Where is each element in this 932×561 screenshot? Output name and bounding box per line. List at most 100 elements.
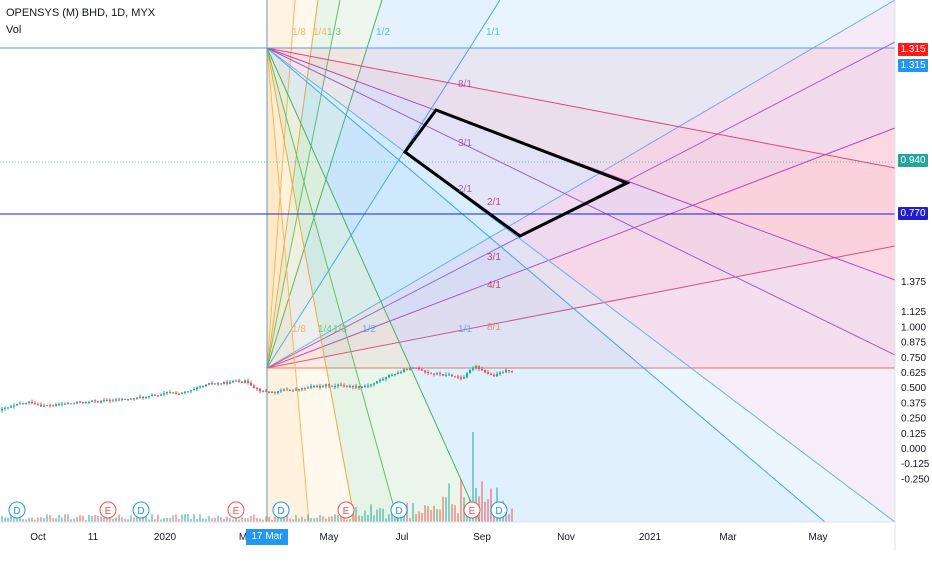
volume-bar — [64, 514, 66, 522]
volume-bar — [430, 510, 432, 522]
volume-bar — [184, 514, 186, 522]
rectangle-drawing[interactable] — [402, 108, 631, 238]
candle-body — [376, 381, 378, 384]
candle-body — [106, 399, 108, 401]
price-tick-label: 0.000 — [901, 444, 926, 455]
earnings-marker[interactable] — [227, 501, 245, 519]
volume-bar — [379, 507, 381, 522]
price-label-last: 0.940 — [898, 154, 928, 167]
price-tick-label: 1.375 — [901, 277, 926, 288]
volume-bar — [310, 518, 312, 522]
gann-fan-drawing[interactable] — [266, 0, 895, 522]
price-label-horizontal-line: 0.770 — [898, 207, 928, 220]
gann-fan-down-line — [266, 47, 356, 522]
volume-bar — [163, 518, 165, 522]
volume-bar — [307, 514, 309, 522]
volume-bar — [472, 432, 474, 522]
candle-body — [454, 376, 456, 378]
volume-bar — [19, 518, 21, 522]
gann-fan-up-sector — [267, 246, 895, 368]
earnings-marker[interactable] — [99, 501, 117, 519]
dividend-marker[interactable] — [8, 501, 26, 519]
candle-body — [379, 379, 381, 382]
fan-label-upper: 1/4 — [313, 27, 327, 38]
volume-bar — [391, 510, 393, 522]
candle-body — [55, 404, 57, 406]
candle-body — [457, 376, 459, 378]
time-axis[interactable]: Oct 11 2020 M May Jul Sep Nov 2021 Mar May — [30, 532, 827, 543]
dividend-marker[interactable] — [490, 501, 508, 519]
candle-body — [448, 374, 450, 376]
volume-bar — [127, 519, 129, 522]
volume-bar — [4, 517, 6, 522]
candle-body — [499, 372, 501, 375]
dividend-marker[interactable] — [272, 501, 290, 519]
event-marker-letter: E — [233, 506, 240, 517]
candle-body — [382, 379, 384, 381]
candle-body — [466, 373, 468, 378]
candle-body — [103, 399, 105, 402]
candle-body — [475, 366, 477, 369]
price-tick-label: 0.625 — [901, 368, 926, 379]
volume-bar — [352, 508, 354, 522]
candle-body — [310, 386, 312, 388]
volume-bar — [277, 514, 279, 522]
gann-fan-up-line — [266, 0, 296, 369]
dividend-marker[interactable] — [132, 501, 150, 519]
volume-bar — [313, 518, 315, 522]
candle-body — [157, 395, 159, 397]
candle-body — [445, 374, 447, 376]
fan-label-ratio: 2/1 — [458, 184, 472, 195]
fan-label-upper: 1/1 — [486, 27, 500, 38]
dividend-marker[interactable] — [390, 501, 408, 519]
event-marker-letter: E — [105, 506, 112, 517]
candle-body — [496, 374, 498, 377]
candle-body — [184, 391, 186, 393]
candle-body — [181, 392, 183, 394]
volume-indicator-label[interactable]: Vol — [6, 24, 22, 36]
volume-bar — [367, 514, 369, 522]
volume-bar — [97, 515, 99, 522]
candle-body — [94, 400, 96, 402]
gann-fan-down-line — [266, 47, 895, 356]
volume-bar — [358, 515, 360, 522]
earnings-marker[interactable] — [463, 501, 481, 519]
volume-bar — [157, 514, 159, 522]
volume-bar — [460, 479, 462, 522]
volume-bar — [319, 514, 321, 522]
candle-body — [373, 383, 375, 385]
volume-bar — [361, 516, 363, 522]
volume-bar — [181, 514, 183, 522]
volume-bar — [49, 514, 51, 522]
gann-fan-down-line — [266, 47, 826, 522]
candle-body — [37, 404, 39, 406]
candle-body — [370, 384, 372, 386]
candle-body — [220, 383, 222, 385]
volume-bar — [481, 481, 483, 522]
earnings-marker[interactable] — [337, 501, 355, 519]
candle-body — [112, 400, 114, 402]
volume-bar — [427, 505, 429, 522]
fan-label-upper: 1/3 — [327, 27, 341, 38]
candle-body — [64, 403, 66, 405]
candle-body — [469, 369, 471, 374]
fan-label-lower: 1/4 — [318, 324, 332, 335]
time-tick-label: M — [239, 532, 247, 543]
candle-body — [154, 394, 156, 396]
candle-body — [397, 372, 399, 375]
candle-body — [337, 384, 339, 387]
candle-body — [109, 400, 111, 402]
candle-body — [13, 405, 15, 407]
price-axis[interactable]: 1.375 1.125 1.000 0.875 0.750 0.625 0.500 0.375… — [896, 0, 932, 550]
candle-body — [127, 399, 129, 401]
volume-bar — [187, 514, 189, 522]
candle-body — [190, 390, 192, 392]
candle-body — [271, 391, 273, 393]
candle-body — [43, 405, 45, 407]
gann-fan-down-line — [266, 47, 895, 169]
volume-bar — [241, 517, 243, 522]
candle-body — [142, 396, 144, 399]
